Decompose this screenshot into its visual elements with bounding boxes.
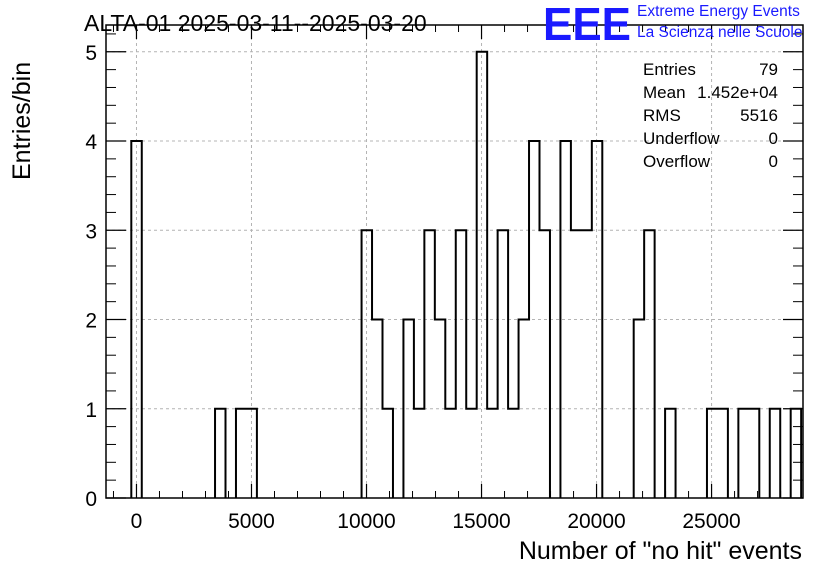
logo-caption-1: Extreme Energy Events [637, 3, 800, 20]
histogram-bin [508, 409, 518, 498]
histogram-bin [644, 230, 654, 498]
logo-caption-2: La Scienza nelle Scuole [637, 24, 803, 41]
histogram-bin [236, 409, 246, 498]
histogram-bin [749, 409, 759, 498]
histogram-bin [487, 409, 497, 498]
plot-frame [105, 24, 804, 499]
histogram-bin [215, 409, 225, 498]
stat-overflow-label: Overflow [643, 152, 711, 171]
y-tick-label: 5 [85, 42, 97, 65]
histogram-bin [581, 230, 591, 498]
stat-underflow-value: 0 [768, 129, 778, 148]
stat-underflow-label: Underflow [643, 129, 720, 148]
y-tick-label: 4 [85, 131, 97, 154]
histogram-bin [571, 230, 581, 498]
logo-text: EEE [543, 2, 631, 44]
tick-labels: 0 5000 10000 15000 20000 25000 0 1 2 3 4 5 [85, 42, 740, 533]
y-tick-label: 3 [85, 220, 97, 243]
y-tick-label: 2 [85, 310, 97, 333]
histogram-bin [738, 409, 748, 498]
x-tick-label: 15000 [452, 510, 510, 533]
histogram-bin [445, 409, 455, 498]
y-tick-label: 0 [85, 488, 97, 511]
x-tick-label: 5000 [228, 510, 275, 533]
histogram-bin [539, 230, 549, 498]
histogram-bin [717, 409, 727, 498]
stat-rms-label: RMS [643, 106, 681, 125]
histogram-bin [498, 230, 508, 498]
stat-entries-value: 79 [759, 60, 778, 79]
x-tick-label: 20000 [567, 510, 625, 533]
x-tick-label: 25000 [682, 510, 740, 533]
histogram-bin [466, 409, 476, 498]
axis-ticks [106, 25, 803, 499]
chart-title: ALTA-01 2025-03-11--2025-03-20 [84, 10, 427, 36]
stat-mean-label: Mean [643, 83, 686, 102]
histogram-bin [791, 409, 801, 498]
x-axis-label: Number of "no hit" events [518, 537, 802, 565]
histogram-bin [382, 409, 392, 498]
histogram-bin [477, 52, 487, 498]
stat-rms-value: 5516 [740, 106, 778, 125]
y-tick-label: 1 [85, 399, 97, 422]
histogram-bin [456, 230, 466, 498]
histogram-bin [414, 409, 424, 498]
histogram-bin [707, 409, 717, 498]
x-tick-label: 0 [131, 510, 143, 533]
y-axis-label: Entries/bin [8, 61, 36, 180]
x-tick-label: 10000 [337, 510, 395, 533]
histogram-outline [130, 50, 803, 498]
histogram-bin [424, 230, 434, 498]
histogram-bin [770, 409, 780, 498]
stat-overflow-value: 0 [768, 152, 778, 171]
histogram-bin [665, 409, 675, 498]
stat-entries-label: Entries [643, 60, 696, 79]
stat-mean-value: 1.452e+04 [697, 83, 778, 102]
eee-logo: EEE [543, 2, 631, 44]
